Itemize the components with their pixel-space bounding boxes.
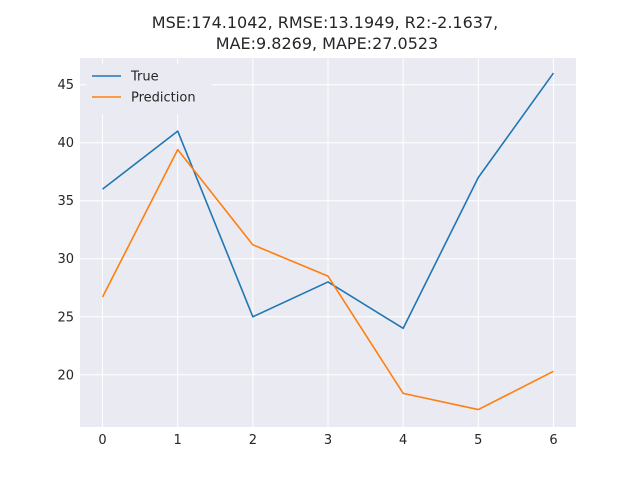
chart-title-line-2: MAE:9.8269, MAPE:27.0523: [216, 34, 438, 53]
chart-title-line-1: MSE:174.1042, RMSE:13.1949, R2:-2.1637,: [152, 13, 498, 32]
x-tick-label: 0: [98, 433, 106, 448]
x-tick-label: 4: [399, 433, 407, 448]
x-grid: [102, 58, 554, 427]
legend-label-prediction: Prediction: [131, 91, 196, 106]
y-tick-label: 30: [57, 252, 74, 267]
x-tick-label: 1: [174, 433, 182, 448]
y-tick-label: 20: [57, 368, 74, 383]
series-lines: [101, 72, 555, 411]
series-line-prediction: [101, 148, 554, 411]
legend-label-true: True: [130, 70, 159, 85]
x-tick-label: 3: [324, 433, 332, 448]
y-tick-label: 40: [57, 136, 74, 151]
series-line-true: [102, 72, 555, 330]
y-tick-label: 45: [57, 78, 74, 93]
y-grid: [80, 84, 576, 376]
x-tick-label: 6: [549, 433, 557, 448]
y-tick-label: 25: [57, 310, 74, 325]
y-axis-ticks: 20 25 30 35 40 45: [57, 78, 74, 383]
x-tick-label: 2: [249, 433, 257, 448]
legend: True Prediction: [86, 64, 212, 114]
y-tick-label: 35: [57, 194, 74, 209]
x-axis-ticks: 0 1 2 3 4 5 6: [98, 433, 557, 448]
x-tick-label: 5: [474, 433, 482, 448]
